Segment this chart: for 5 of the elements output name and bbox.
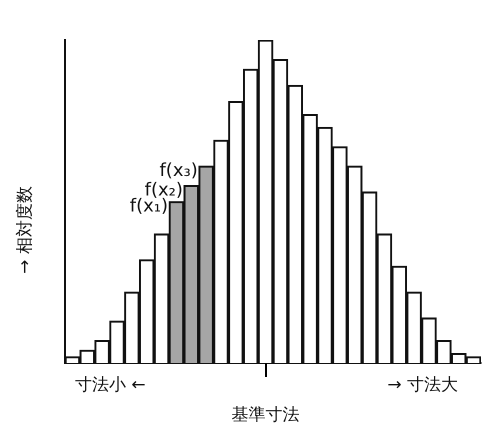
y-axis-title: → 相対度数: [15, 186, 35, 274]
annotation: f(x₃): [159, 160, 198, 181]
x-axis-title: 基準寸法: [232, 405, 300, 425]
text: → 寸法大: [387, 375, 458, 395]
text: 寸法小 ←: [75, 375, 146, 395]
